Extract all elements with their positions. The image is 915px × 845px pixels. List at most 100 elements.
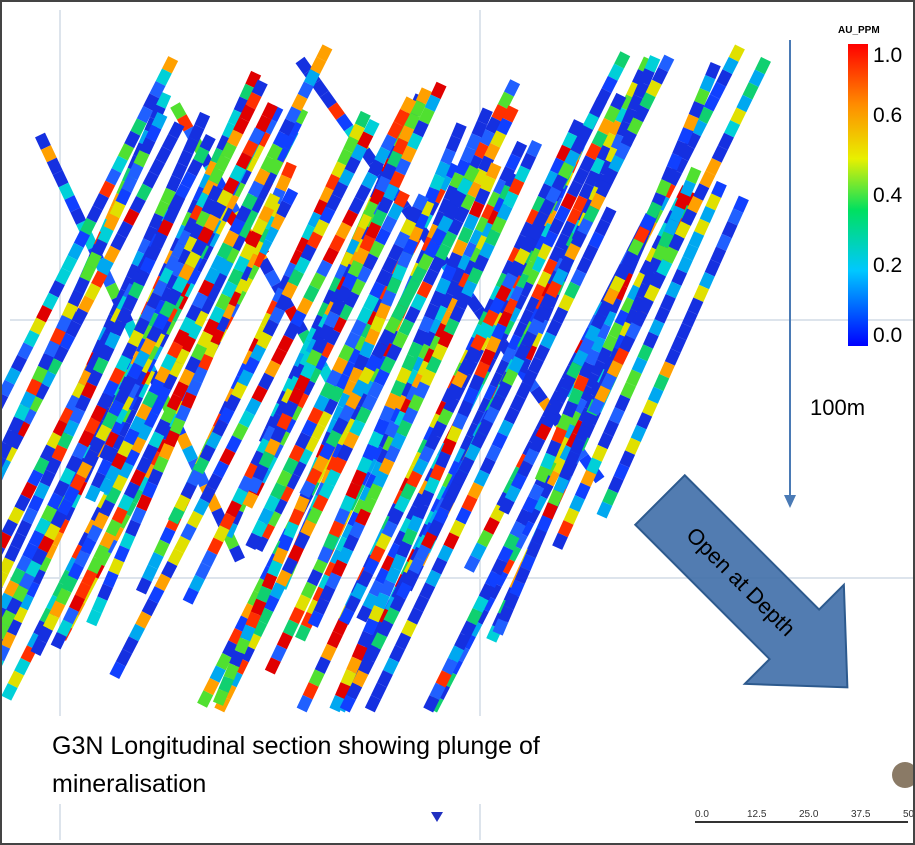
hole-segment bbox=[290, 459, 307, 478]
hole-segment bbox=[91, 596, 108, 614]
hole-segment bbox=[471, 168, 488, 186]
hole-segment bbox=[103, 213, 120, 231]
hole-segment bbox=[251, 619, 268, 638]
hole-segment bbox=[171, 242, 188, 260]
hole-segment bbox=[222, 640, 239, 658]
hole-segment bbox=[324, 328, 341, 346]
hole-segment bbox=[216, 242, 233, 260]
hole-segment bbox=[607, 475, 624, 494]
hole-segment bbox=[114, 387, 131, 405]
hole-segment bbox=[497, 545, 514, 564]
hole-segment bbox=[239, 243, 256, 261]
hole-segment bbox=[251, 520, 268, 538]
hole-segment bbox=[148, 213, 165, 231]
hole-segment bbox=[353, 335, 370, 353]
hole-segment bbox=[591, 444, 608, 462]
hole-segment bbox=[471, 409, 488, 428]
hole-segment bbox=[235, 220, 253, 239]
hole-segment bbox=[545, 280, 562, 299]
hole-segment bbox=[578, 337, 595, 355]
hole-segment bbox=[277, 334, 294, 353]
hole-segment bbox=[596, 501, 613, 519]
hole-segment bbox=[233, 117, 250, 135]
hole-segment bbox=[596, 144, 613, 163]
hole-segment bbox=[206, 473, 223, 491]
hole-segment bbox=[194, 562, 212, 580]
hole-segment bbox=[457, 226, 474, 244]
hole-segment bbox=[597, 117, 614, 136]
hole-segment bbox=[645, 79, 662, 98]
hole-segment bbox=[419, 368, 436, 387]
hole-segment bbox=[190, 343, 207, 361]
hole-segment bbox=[306, 231, 323, 249]
hole-segment bbox=[331, 559, 348, 577]
hole-segment bbox=[145, 244, 162, 262]
hole-segment bbox=[742, 82, 759, 100]
hole-segment bbox=[76, 461, 93, 479]
hole-segment bbox=[445, 135, 462, 153]
hole-segment bbox=[282, 457, 299, 475]
hole-segment bbox=[589, 100, 606, 118]
hole-segment bbox=[428, 335, 445, 353]
hole-segment bbox=[169, 417, 186, 435]
hole-segment bbox=[563, 507, 580, 525]
hole-segment bbox=[271, 497, 288, 515]
hole-segment bbox=[276, 469, 293, 488]
hole-segment bbox=[67, 242, 84, 261]
hole-segment bbox=[535, 242, 552, 261]
caption-line: G3N Longitudinal section showing plunge … bbox=[52, 732, 540, 760]
hole-segment bbox=[149, 80, 166, 99]
hole-segment bbox=[423, 240, 441, 259]
hole-segment bbox=[294, 594, 311, 612]
hole-segment bbox=[225, 289, 242, 307]
hole-segment bbox=[680, 208, 697, 226]
hole-segment bbox=[478, 241, 495, 260]
hole-segment bbox=[59, 467, 76, 485]
hole-segment bbox=[421, 329, 438, 348]
hole-segment bbox=[204, 160, 221, 178]
hole-segment bbox=[91, 270, 108, 289]
hole-segment bbox=[503, 533, 520, 551]
hole-segment bbox=[507, 247, 524, 265]
hole-segment bbox=[362, 252, 379, 271]
hole-segment bbox=[154, 573, 171, 592]
hole-segment bbox=[232, 422, 249, 441]
hole-segment bbox=[215, 652, 233, 671]
hole-segment bbox=[443, 395, 460, 414]
hole-segment bbox=[748, 69, 765, 87]
hole-segment bbox=[347, 511, 364, 529]
hole-segment bbox=[232, 657, 249, 675]
hole-segment bbox=[711, 180, 727, 198]
hole-segment bbox=[142, 171, 159, 189]
hole-segment bbox=[111, 506, 128, 524]
hole-segment bbox=[319, 381, 336, 400]
hole-segment bbox=[159, 300, 176, 319]
hole-segment bbox=[244, 462, 261, 481]
hole-segment bbox=[547, 489, 564, 507]
hole-segment bbox=[440, 148, 456, 166]
hole-segment bbox=[167, 360, 184, 378]
hole-segment bbox=[338, 607, 355, 625]
hole-segment bbox=[288, 606, 305, 625]
hole-segment bbox=[383, 183, 400, 201]
hole-segment bbox=[98, 477, 115, 495]
hole-segment bbox=[78, 295, 95, 313]
hole-segment bbox=[566, 180, 583, 198]
hole-segment bbox=[449, 305, 466, 323]
hole-segment bbox=[97, 258, 114, 276]
hole-segment bbox=[382, 435, 399, 454]
hole-segment bbox=[193, 146, 210, 164]
hole-segment bbox=[98, 499, 116, 517]
hole-segment bbox=[25, 560, 42, 578]
hole-segment bbox=[61, 575, 78, 593]
hole-segment bbox=[704, 259, 721, 277]
hole-segment bbox=[123, 448, 141, 467]
hole-segment bbox=[441, 230, 458, 249]
hole-segment bbox=[314, 656, 331, 674]
hole-segment bbox=[270, 425, 287, 443]
hole-segment bbox=[180, 391, 197, 410]
hole-segment bbox=[104, 465, 121, 483]
hole-segment bbox=[349, 418, 366, 437]
hole-segment bbox=[499, 166, 516, 184]
hole-segment bbox=[111, 452, 128, 471]
